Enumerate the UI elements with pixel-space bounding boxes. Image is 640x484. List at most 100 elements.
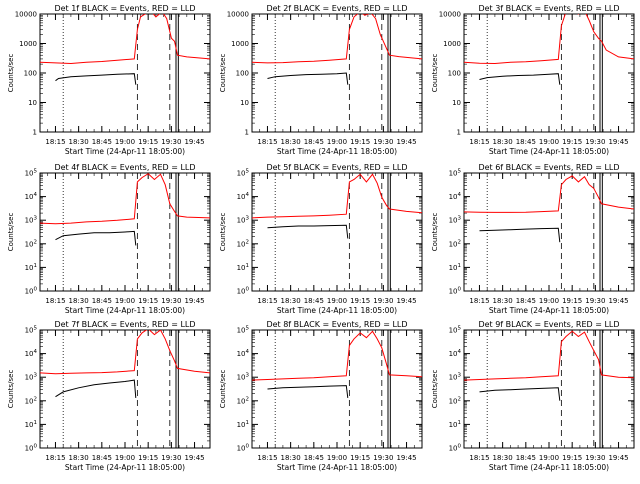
y-axis-label: Counts/sec [219, 54, 227, 93]
x-tick-label: 19:15 [350, 138, 370, 146]
panel-det-7: Det 7f BLACK = Events, RED = LLD 100 101 10… [7, 320, 211, 472]
panel-title: Det 2f BLACK = Events, RED = LLD [266, 4, 407, 13]
series-events-line [267, 224, 349, 239]
y-tick-label: 105 [449, 169, 462, 178]
panel-title: Det 1f BLACK = Events, RED = LLD [54, 4, 195, 13]
panel-det-3: Det 3f BLACK = Events, RED = LLD 1 10 100 10… [431, 4, 635, 156]
plot-frame [251, 172, 423, 292]
x-tick-label: 18:30 [281, 138, 301, 146]
x-tick-label: 18:30 [493, 454, 513, 462]
plot-frame [39, 13, 211, 133]
x-axis-label: Start Time (24-Apr-11 18:05:00) [277, 147, 397, 156]
y-tick-label: 100 [236, 70, 249, 78]
panel-title: Det 9f BLACK = Events, RED = LLD [478, 320, 619, 329]
x-tick-label: 19:45 [184, 297, 204, 305]
x-tick-label: 19:45 [608, 297, 628, 305]
x-tick-label: 18:30 [493, 297, 513, 305]
panel-det-5: Det 5f BLACK = Events, RED = LLD 100 101 10… [219, 163, 423, 315]
series-lld-line [464, 14, 634, 65]
x-tick-label: 19:00 [115, 138, 135, 146]
y-axis-label: Counts/sec [431, 213, 439, 252]
y-tick-label: 102 [25, 396, 37, 405]
panel-det-4: Det 4f BLACK = Events, RED = LLD 100 101 10… [7, 163, 211, 315]
y-tick-label: 10000 [15, 11, 37, 19]
x-tick-label: 19:30 [373, 454, 393, 462]
y-tick-label: 100 [25, 287, 38, 296]
x-tick-label: 19:45 [184, 454, 204, 462]
y-tick-label: 10 [452, 99, 461, 107]
y-tick-label: 104 [237, 192, 250, 201]
y-tick-label: 105 [237, 169, 250, 178]
x-tick-label: 19:45 [396, 297, 416, 305]
series-events-line [55, 379, 137, 398]
x-tick-label: 19:45 [608, 138, 628, 146]
series-events-line [267, 72, 349, 85]
x-tick-label: 19:30 [373, 138, 393, 146]
x-tick-label: 18:15 [257, 297, 277, 305]
panel-title: Det 6f BLACK = Events, RED = LLD [478, 163, 619, 172]
plot-frame [251, 13, 423, 133]
y-axis-label: Counts/sec [7, 213, 15, 252]
x-tick-label: 19:30 [373, 297, 393, 305]
y-tick-label: 105 [449, 326, 462, 335]
x-tick-label: 19:15 [138, 138, 158, 146]
x-tick-label: 18:15 [45, 454, 65, 462]
plot-frame [39, 329, 211, 449]
y-axis-label: Counts/sec [431, 370, 439, 409]
x-tick-label: 18:15 [469, 297, 489, 305]
y-tick-label: 103 [449, 216, 462, 225]
x-tick-label: 19:15 [562, 138, 582, 146]
series-events-line [55, 73, 137, 85]
y-tick-label: 1 [457, 129, 461, 137]
y-tick-label: 100 [24, 70, 37, 78]
x-tick-label: 19:45 [396, 138, 416, 146]
y-tick-label: 104 [25, 192, 38, 201]
series-events-line [479, 227, 561, 243]
x-tick-label: 18:45 [304, 138, 324, 146]
panel-title: Det 7f BLACK = Events, RED = LLD [54, 320, 195, 329]
panel-det-9: Det 9f BLACK = Events, RED = LLD 100 101 10… [431, 320, 635, 472]
panel-det-1: Det 1f BLACK = Events, RED = LLD 1 10 100 10… [7, 4, 211, 156]
x-axis-label: Start Time (24-Apr-11 18:05:00) [489, 147, 609, 156]
x-tick-label: 18:45 [92, 454, 112, 462]
y-tick-label: 102 [449, 239, 461, 248]
y-tick-label: 104 [237, 349, 250, 358]
x-tick-label: 18:45 [516, 297, 536, 305]
x-tick-label: 18:15 [257, 454, 277, 462]
x-axis-label: Start Time (24-Apr-11 18:05:00) [65, 306, 185, 315]
y-axis-label: Counts/sec [7, 54, 15, 93]
y-tick-label: 10 [28, 99, 37, 107]
panel-det-8: Det 8f BLACK = Events, RED = LLD 100 101 10… [219, 320, 423, 472]
x-tick-label: 18:45 [516, 138, 536, 146]
series-events-line [479, 387, 561, 401]
series-events-line [267, 385, 349, 398]
x-tick-label: 19:00 [539, 297, 559, 305]
x-axis-label: Start Time (24-Apr-11 18:05:00) [65, 147, 185, 156]
y-tick-label: 100 [448, 70, 461, 78]
y-tick-label: 101 [25, 263, 37, 272]
y-tick-label: 101 [237, 420, 249, 429]
series-events-line [479, 73, 561, 85]
y-tick-label: 10000 [227, 11, 249, 19]
y-axis-label: Counts/sec [219, 213, 227, 252]
y-tick-label: 101 [25, 420, 37, 429]
y-tick-label: 1000 [19, 40, 37, 48]
y-tick-label: 103 [25, 373, 38, 382]
y-tick-label: 105 [25, 326, 38, 335]
y-tick-label: 103 [237, 373, 250, 382]
y-tick-label: 103 [237, 216, 250, 225]
y-tick-label: 100 [237, 444, 250, 453]
x-tick-label: 19:00 [327, 297, 347, 305]
plot-frame [463, 329, 635, 449]
plot-frame [463, 13, 635, 133]
y-tick-label: 102 [237, 239, 249, 248]
y-tick-label: 104 [449, 349, 462, 358]
panel-title: Det 5f BLACK = Events, RED = LLD [266, 163, 407, 172]
x-tick-label: 18:45 [516, 454, 536, 462]
x-tick-label: 19:30 [161, 138, 181, 146]
x-tick-label: 18:15 [469, 454, 489, 462]
x-tick-label: 18:45 [304, 454, 324, 462]
panel-title: Det 3f BLACK = Events, RED = LLD [478, 4, 619, 13]
x-axis-label: Start Time (24-Apr-11 18:05:00) [489, 463, 609, 472]
